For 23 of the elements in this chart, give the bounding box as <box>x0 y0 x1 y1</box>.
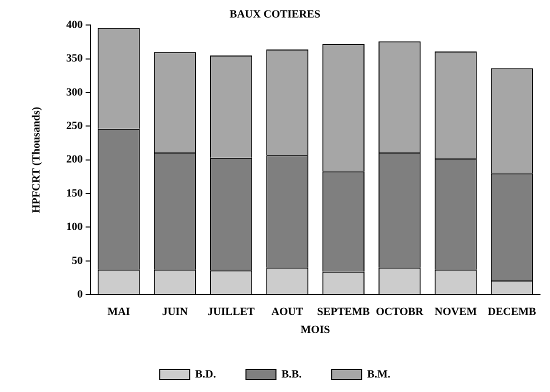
x-tick-label: MAI <box>107 306 130 318</box>
y-tick-label: 300 <box>66 86 84 98</box>
y-tick-label: 200 <box>66 154 84 166</box>
legend-label: B.B. <box>281 368 302 380</box>
y-tick-label: 250 <box>66 120 84 132</box>
x-tick-label: DECEMB <box>488 306 537 318</box>
y-tick-label: 0 <box>77 288 84 300</box>
chart-title: BAUX COTIERES <box>230 8 320 20</box>
y-tick-label: 400 <box>66 19 84 32</box>
y-tick-label: 100 <box>66 221 84 234</box>
legend-label: B.M. <box>367 368 391 380</box>
x-tick-label: AOUT <box>271 306 304 318</box>
y-axis-title: HPFCRT (Thousands) <box>30 106 42 213</box>
x-tick-label: SEPTEMB <box>317 306 370 318</box>
x-axis-title: MOIS <box>300 324 330 336</box>
x-tick-label: JUIN <box>162 306 188 318</box>
x-tick-label: JUILLET <box>208 306 256 318</box>
x-tick-label: NOVEM <box>434 306 478 318</box>
y-tick-label: 150 <box>66 187 84 200</box>
y-tick-label: 50 <box>72 254 84 267</box>
y-tick-label: 350 <box>66 52 84 65</box>
legend-label: B.D. <box>195 368 216 380</box>
x-tick-label: OCTOBR <box>376 306 424 318</box>
